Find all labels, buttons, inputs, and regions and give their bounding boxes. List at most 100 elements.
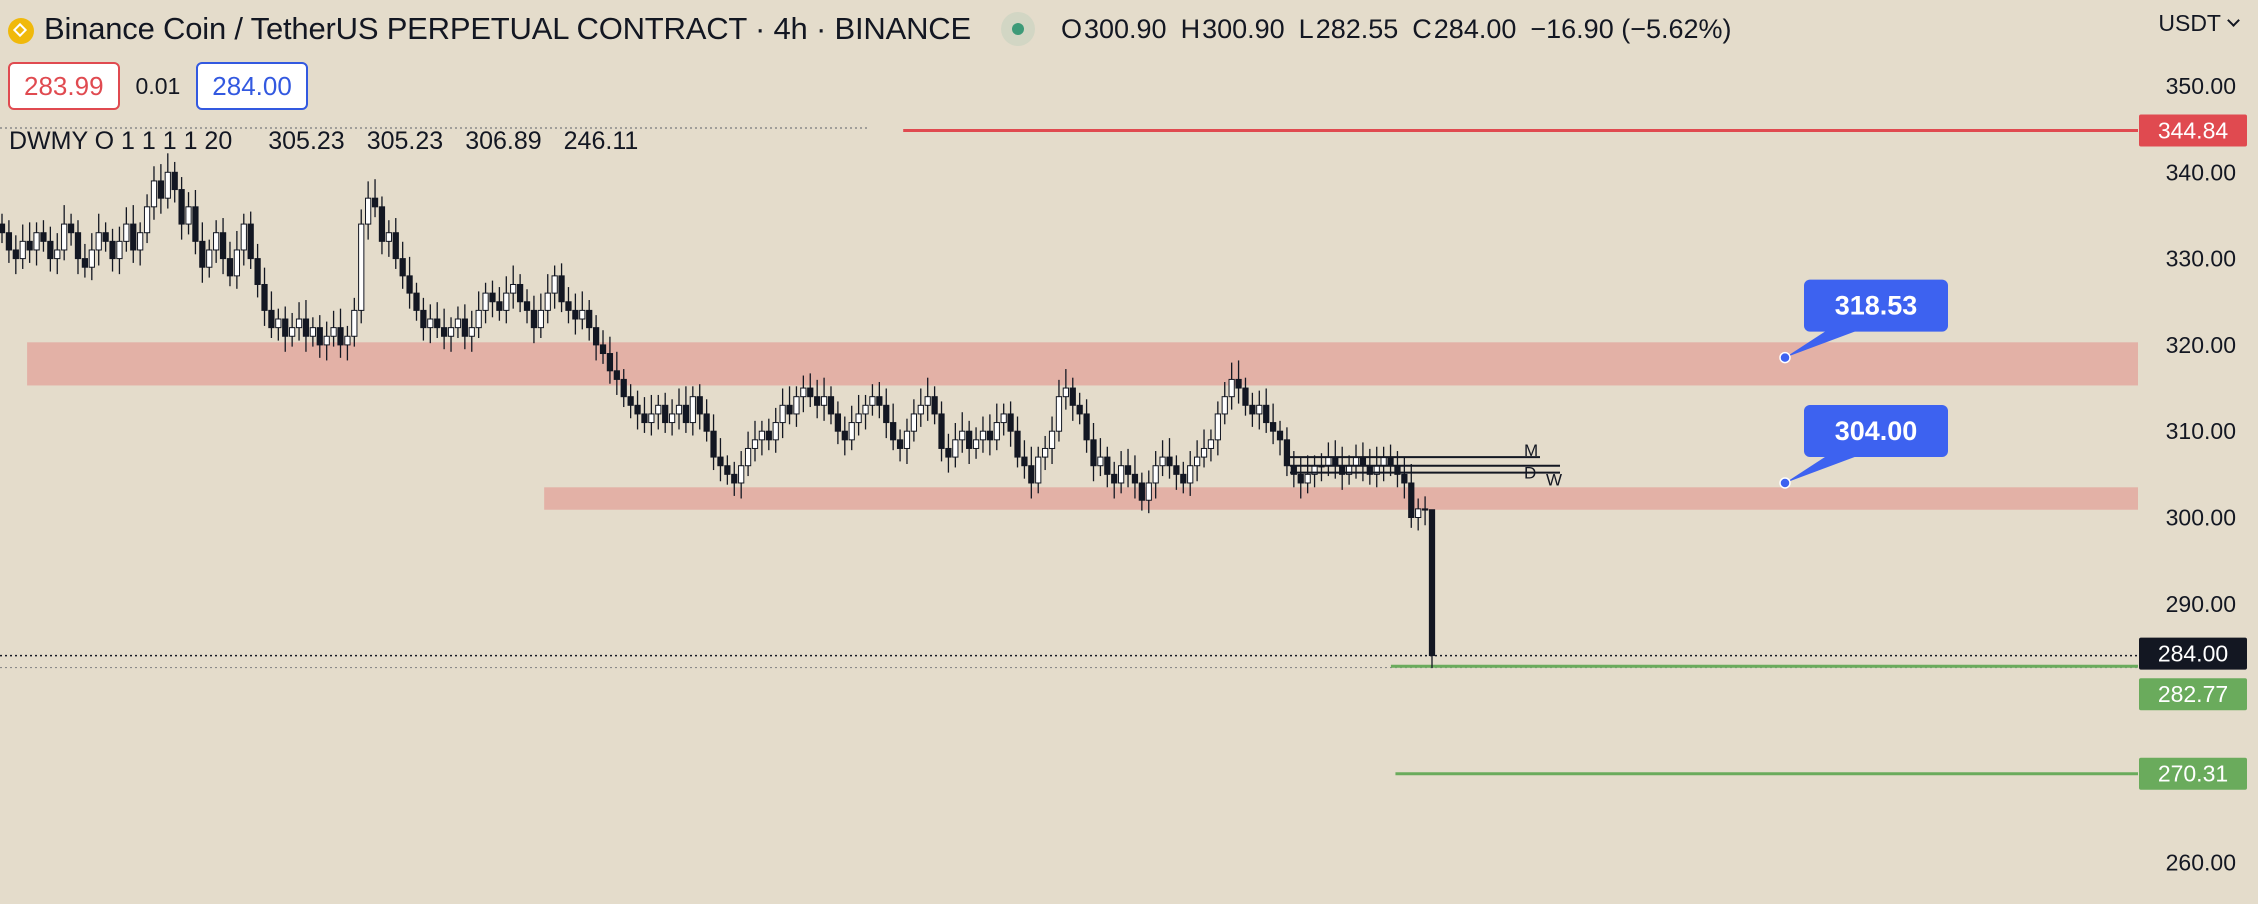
candle[interactable] <box>454 318 462 329</box>
candle[interactable] <box>365 197 372 225</box>
candle[interactable] <box>434 318 441 329</box>
candle[interactable] <box>848 422 855 441</box>
candle[interactable] <box>786 404 793 415</box>
candle[interactable] <box>710 430 717 458</box>
candle[interactable] <box>530 309 538 329</box>
candle[interactable] <box>447 327 455 337</box>
candle[interactable] <box>579 309 586 320</box>
candle[interactable] <box>1276 430 1284 441</box>
candle[interactable] <box>703 413 710 432</box>
candle[interactable] <box>1055 396 1063 432</box>
candle[interactable] <box>814 396 821 406</box>
callout-anchor-point[interactable] <box>1779 477 1791 489</box>
candle[interactable] <box>807 387 814 398</box>
callout-anchor-point[interactable] <box>1779 351 1791 364</box>
candle[interactable] <box>938 413 945 449</box>
candle[interactable] <box>1000 413 1007 424</box>
candle[interactable] <box>226 258 234 277</box>
candle[interactable] <box>441 327 448 337</box>
candle[interactable] <box>137 232 144 251</box>
candle[interactable] <box>1263 404 1270 424</box>
candle[interactable] <box>1200 447 1208 458</box>
candle[interactable] <box>178 189 185 225</box>
candle[interactable] <box>81 258 89 268</box>
candle[interactable] <box>164 171 171 199</box>
candle[interactable] <box>675 404 683 415</box>
currency-selector[interactable]: USDT <box>2158 10 2240 37</box>
candle[interactable] <box>337 327 344 346</box>
candle[interactable] <box>862 404 869 415</box>
candle[interactable] <box>648 413 655 424</box>
candle[interactable] <box>247 223 254 260</box>
candle[interactable] <box>26 240 33 251</box>
candle[interactable] <box>130 223 137 251</box>
candle[interactable] <box>254 258 261 285</box>
candle[interactable] <box>1401 473 1408 484</box>
candle[interactable] <box>385 232 392 242</box>
candle[interactable] <box>945 447 952 458</box>
resistance-zone[interactable] <box>544 487 2138 510</box>
candle[interactable] <box>1152 465 1159 484</box>
candle[interactable] <box>599 344 607 355</box>
candle[interactable] <box>1014 430 1021 458</box>
buy-price-button[interactable]: 284.00 <box>196 62 308 110</box>
candle[interactable] <box>323 335 330 346</box>
candle[interactable] <box>268 309 275 329</box>
candle[interactable] <box>406 275 413 294</box>
candle[interactable] <box>261 283 268 311</box>
candle[interactable] <box>820 396 828 406</box>
candle[interactable] <box>1380 456 1387 467</box>
price-callout[interactable] <box>1804 279 1948 332</box>
candle[interactable] <box>558 275 565 303</box>
candle[interactable] <box>1221 396 1228 415</box>
candle[interactable] <box>61 223 68 251</box>
candle[interactable] <box>972 439 980 449</box>
candle[interactable] <box>67 223 75 234</box>
candle[interactable] <box>924 396 931 406</box>
candle[interactable] <box>772 422 779 441</box>
candle[interactable] <box>724 465 731 475</box>
candle[interactable] <box>1042 447 1049 458</box>
candle[interactable] <box>682 404 690 424</box>
indicator-legend[interactable]: DWMY O 1 1 1 1 20 305.23 305.23 306.89 2… <box>9 127 638 156</box>
candle[interactable] <box>1242 387 1249 406</box>
candle[interactable] <box>620 378 627 398</box>
candle[interactable] <box>744 447 752 467</box>
candle[interactable] <box>627 396 634 406</box>
price-axis-label[interactable] <box>2139 678 2247 711</box>
candle[interactable] <box>1193 456 1201 467</box>
candle[interactable] <box>1097 456 1104 467</box>
candle[interactable] <box>171 171 178 191</box>
candle[interactable] <box>993 422 1000 441</box>
candle[interactable] <box>1145 482 1152 501</box>
candle[interactable] <box>1304 473 1311 484</box>
candle[interactable] <box>1297 473 1304 484</box>
candle[interactable] <box>779 404 786 424</box>
candle[interactable] <box>1249 404 1256 415</box>
candle[interactable] <box>1048 430 1056 449</box>
candle[interactable] <box>641 413 648 424</box>
candle[interactable] <box>185 206 192 225</box>
candle[interactable] <box>233 249 241 277</box>
candle[interactable] <box>468 327 475 337</box>
candle[interactable] <box>199 240 206 268</box>
candle[interactable] <box>123 223 130 242</box>
candle[interactable] <box>1090 439 1097 467</box>
candle[interactable] <box>1408 482 1415 519</box>
candle[interactable] <box>1214 413 1221 441</box>
candle[interactable] <box>371 197 379 208</box>
candle[interactable] <box>1118 465 1125 484</box>
candle[interactable] <box>696 396 703 415</box>
candle[interactable] <box>399 258 406 277</box>
candle[interactable] <box>157 180 165 199</box>
candle[interactable] <box>917 404 924 415</box>
candle[interactable] <box>1173 465 1180 475</box>
candle[interactable] <box>1159 456 1166 467</box>
candle[interactable] <box>1111 473 1118 484</box>
candle[interactable] <box>883 404 890 424</box>
candle[interactable] <box>1021 456 1028 467</box>
candle[interactable] <box>931 396 938 415</box>
candle[interactable] <box>219 232 227 260</box>
candle[interactable] <box>1166 456 1173 467</box>
candle[interactable] <box>1387 456 1394 467</box>
